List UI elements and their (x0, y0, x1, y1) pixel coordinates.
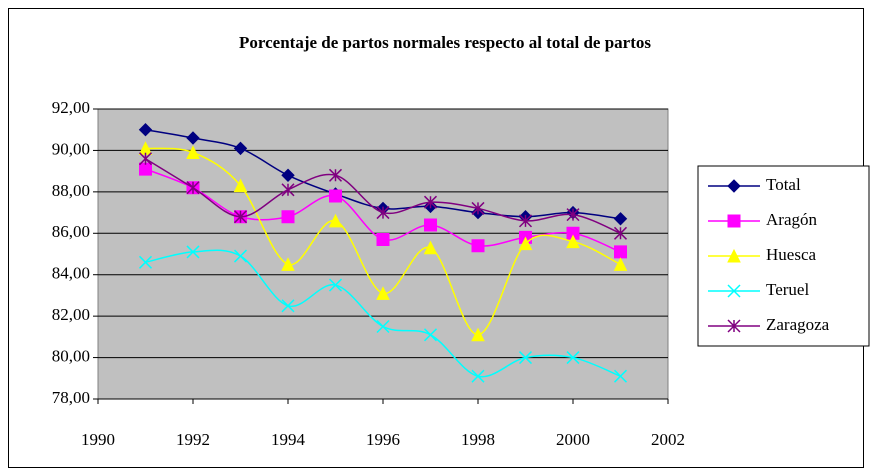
marker (471, 239, 485, 253)
plot-area (97, 108, 669, 400)
marker (613, 369, 628, 383)
y-tick-label: 86,00 (52, 222, 90, 241)
legend-label: Huesca (766, 245, 816, 264)
y-tick-label: 78,00 (52, 388, 90, 407)
marker (566, 234, 580, 249)
marker (423, 195, 438, 209)
marker (727, 214, 741, 228)
marker (518, 214, 533, 228)
marker (566, 351, 580, 365)
marker (613, 226, 628, 240)
marker (423, 328, 438, 342)
y-tick-label: 82,00 (52, 305, 90, 324)
marker (138, 152, 153, 166)
marker (566, 208, 580, 222)
marker (518, 236, 533, 251)
y-tick-label: 92,00 (52, 98, 90, 117)
marker (376, 319, 390, 334)
marker (233, 178, 248, 193)
marker (281, 257, 295, 271)
x-tick-label: 1998 (461, 430, 495, 449)
marker (471, 369, 485, 383)
marker (613, 257, 628, 271)
x-tick-label: 1994 (271, 430, 306, 449)
marker (329, 189, 342, 203)
marker (328, 213, 343, 228)
marker (424, 218, 437, 232)
marker (376, 206, 390, 220)
marker (727, 179, 741, 193)
marker (138, 255, 153, 269)
y-tick-label: 80,00 (52, 346, 90, 365)
marker (233, 210, 248, 224)
legend-label: Aragón (766, 210, 817, 229)
y-tick-label: 84,00 (52, 264, 90, 283)
marker (233, 141, 248, 156)
marker (566, 226, 580, 240)
marker (233, 249, 248, 263)
marker (376, 233, 390, 246)
marker (518, 351, 533, 365)
marker (186, 131, 200, 145)
marker (139, 162, 152, 176)
marker (471, 201, 485, 215)
marker (281, 210, 295, 224)
x-tick-label: 1992 (176, 430, 210, 449)
marker (186, 181, 200, 195)
marker (727, 284, 741, 298)
x-tick-label: 1990 (81, 430, 115, 449)
marker (613, 212, 628, 226)
marker (281, 299, 295, 313)
marker (281, 168, 295, 182)
marker (376, 286, 390, 300)
y-tick-label: 88,00 (52, 181, 90, 200)
legend-label: Zaragoza (766, 315, 830, 334)
chart-title: Porcentaje de partos normales respecto a… (239, 33, 651, 52)
marker (727, 319, 741, 333)
legend-label: Teruel (766, 280, 809, 299)
x-tick-label: 2002 (651, 430, 685, 449)
x-tick-label: 1996 (366, 430, 400, 449)
y-tick-label: 90,00 (52, 139, 90, 158)
marker (138, 123, 153, 137)
marker (328, 278, 343, 292)
marker (471, 327, 485, 342)
marker (186, 145, 200, 159)
marker (186, 245, 200, 259)
marker (423, 240, 438, 255)
marker (281, 183, 295, 197)
x-tick-label: 2000 (556, 430, 590, 449)
marker (614, 245, 627, 259)
marker (727, 248, 741, 263)
legend-label: Total (766, 175, 801, 194)
marker (328, 168, 343, 182)
